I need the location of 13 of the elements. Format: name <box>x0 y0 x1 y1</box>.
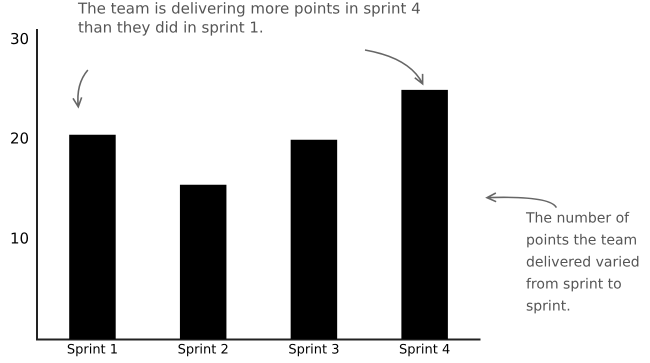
y-tick-label: 30 <box>10 30 30 48</box>
y-tick-label: 10 <box>10 229 30 248</box>
x-tick-label: Sprint 2 <box>178 342 229 358</box>
bar <box>290 140 338 340</box>
x-tick-label: Sprint 3 <box>288 342 340 358</box>
annotation: The team is delivering more points in sprint 4 than they did in sprint 1. <box>77 0 421 36</box>
bar <box>401 90 448 340</box>
bar <box>180 184 226 340</box>
text: The number of points the team delivered varied from sprint to sprint. <box>525 210 640 315</box>
bar <box>69 134 116 340</box>
x-tick-label: Sprint 4 <box>399 342 450 358</box>
x-tick-label: Sprint 1 <box>66 342 118 358</box>
y-tick-label: 20 <box>10 130 30 148</box>
